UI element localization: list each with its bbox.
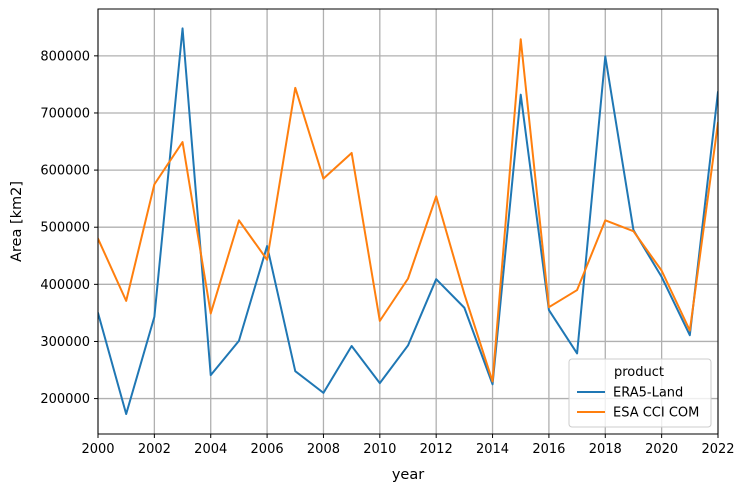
x-tick-label: 2016 — [532, 442, 565, 457]
series-line-era5-land — [98, 27, 718, 416]
plot-area-frame — [97, 8, 719, 435]
legend-entry-label: ESA CCI COM — [613, 406, 699, 421]
y-tick-label: 300000 — [40, 335, 90, 350]
x-tick-label: 2000 — [81, 442, 114, 457]
x-tick-label: 2014 — [476, 442, 509, 457]
x-tick-label: 2004 — [194, 442, 227, 457]
y-tick-label: 200000 — [40, 392, 90, 407]
x-tick-label: 2006 — [251, 442, 284, 457]
y-axis-label: Area [km2] — [9, 181, 25, 262]
legend-entry-label: ERA5-Land — [613, 386, 683, 401]
y-axis-ticks: 200000 300000 400000 500000 600000 700000 8000… — [40, 49, 98, 407]
y-tick-label: 400000 — [40, 278, 90, 293]
x-tick-label: 2020 — [645, 442, 678, 457]
x-tick-label: 2022 — [701, 442, 734, 457]
legend-box — [568, 358, 712, 428]
x-tick-label: 2008 — [307, 442, 340, 457]
x-tick-label: 2010 — [363, 442, 396, 457]
x-tick-label: 2012 — [420, 442, 453, 457]
x-axis-ticks: 2000 2002 2004 2006 2008 2010 2012 2014 2016 2018… — [81, 434, 735, 457]
series-line-esa-cci-com — [98, 38, 718, 383]
y-tick-label: 600000 — [40, 164, 90, 179]
x-axis-label: year — [392, 467, 424, 483]
x-tick-label: 2018 — [589, 442, 622, 457]
series-lines — [98, 27, 718, 416]
legend-title: product — [614, 365, 664, 380]
y-tick-label: 800000 — [40, 49, 90, 64]
y-tick-label: 500000 — [40, 221, 90, 236]
legend-entries: ERA5-Land ESA CCI COM — [577, 386, 699, 421]
x-tick-label: 2002 — [138, 442, 171, 457]
legend: product ERA5-Land ESA CCI COM — [568, 358, 712, 428]
y-tick-label: 700000 — [40, 106, 90, 121]
